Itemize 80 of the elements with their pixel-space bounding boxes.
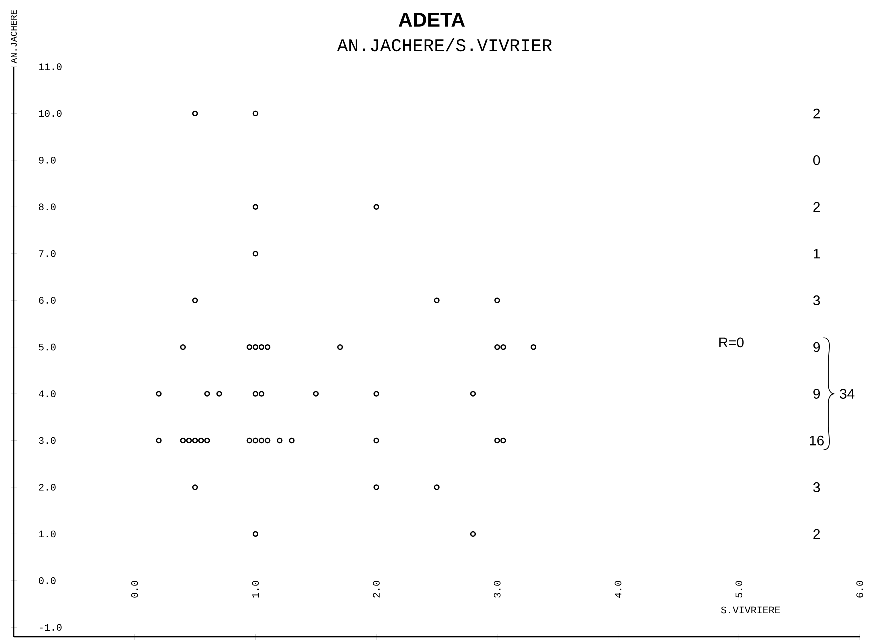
point (470, 531, 476, 538)
x-tick-label: 4.0 (614, 581, 622, 598)
x-tick-label: 5.0 (736, 581, 743, 598)
point (337, 344, 344, 350)
chart-subtitle: AN.JACHERE/S.VIVRIER (337, 38, 552, 52)
y-tick-label: 6.0 (39, 297, 56, 304)
annotation: R=0 (720, 338, 744, 348)
point (180, 438, 186, 444)
y-tick-label: 2.0 (39, 484, 56, 491)
point (252, 110, 259, 117)
point (264, 438, 271, 444)
annotation: 3 (814, 482, 820, 492)
y-tick-label: 5.0 (39, 344, 56, 351)
annotation: 2 (814, 202, 820, 212)
point (156, 391, 162, 397)
x-tick-label: 0.0 (131, 581, 138, 598)
y-tick-label: -1.0 (40, 624, 62, 632)
point (374, 484, 380, 490)
point (252, 531, 259, 538)
annotation: 9 (814, 389, 820, 399)
y-tick-label: 11.0 (39, 64, 62, 70)
annotation: 2 (814, 529, 820, 540)
x-axis-title: S.VIVRIERE (721, 606, 780, 614)
point (289, 438, 295, 444)
point (258, 438, 265, 444)
y-tick-label: 7.0 (39, 250, 56, 258)
point (204, 438, 210, 444)
point (192, 110, 198, 117)
point (204, 391, 210, 397)
annotation: 2 (814, 108, 820, 119)
point (252, 391, 259, 397)
point (186, 438, 192, 444)
point (277, 438, 283, 444)
annotation: 3 (814, 296, 820, 306)
point (500, 438, 506, 444)
y-tick-label: 9.0 (39, 157, 56, 164)
point (494, 298, 500, 304)
x-tick-label: 6.0 (856, 581, 864, 598)
point (434, 484, 440, 490)
point (192, 298, 198, 304)
point (470, 391, 476, 397)
point (494, 438, 500, 444)
point (180, 344, 186, 350)
chart-title: ADETA (398, 13, 466, 27)
y-tick-label: 1.0 (39, 530, 56, 538)
annotation: 1 (814, 249, 820, 259)
point (252, 251, 259, 257)
point (374, 438, 380, 444)
point (313, 391, 319, 397)
y-tick-label: 4.0 (39, 390, 56, 398)
annotation: 34 (840, 389, 855, 399)
annotation: 9 (814, 342, 820, 352)
x-tick-label: 2.0 (373, 581, 380, 598)
point (192, 438, 198, 444)
point (374, 391, 380, 397)
y-tick-label: 8.0 (39, 204, 56, 211)
point (530, 344, 537, 350)
point (156, 438, 162, 444)
x-tick-label: 3.0 (494, 581, 501, 598)
x-tick-label: 1.0 (252, 581, 260, 598)
point (246, 344, 253, 350)
point (264, 344, 271, 350)
point (198, 438, 204, 444)
point (252, 344, 259, 350)
y-axis-title: AN.JACHERE (10, 10, 18, 64)
point (500, 344, 506, 350)
point (258, 344, 265, 350)
point (374, 204, 380, 210)
point (252, 438, 259, 444)
point (494, 344, 500, 350)
annotation: 16 (810, 436, 824, 446)
point (216, 391, 222, 397)
y-tick-label: 10.0 (39, 110, 62, 118)
annotation: 0 (814, 155, 820, 166)
y-tick-label: 3.0 (39, 437, 56, 444)
point (252, 204, 259, 210)
point (434, 298, 440, 304)
point (246, 438, 253, 444)
point (258, 391, 265, 397)
point (192, 484, 198, 490)
